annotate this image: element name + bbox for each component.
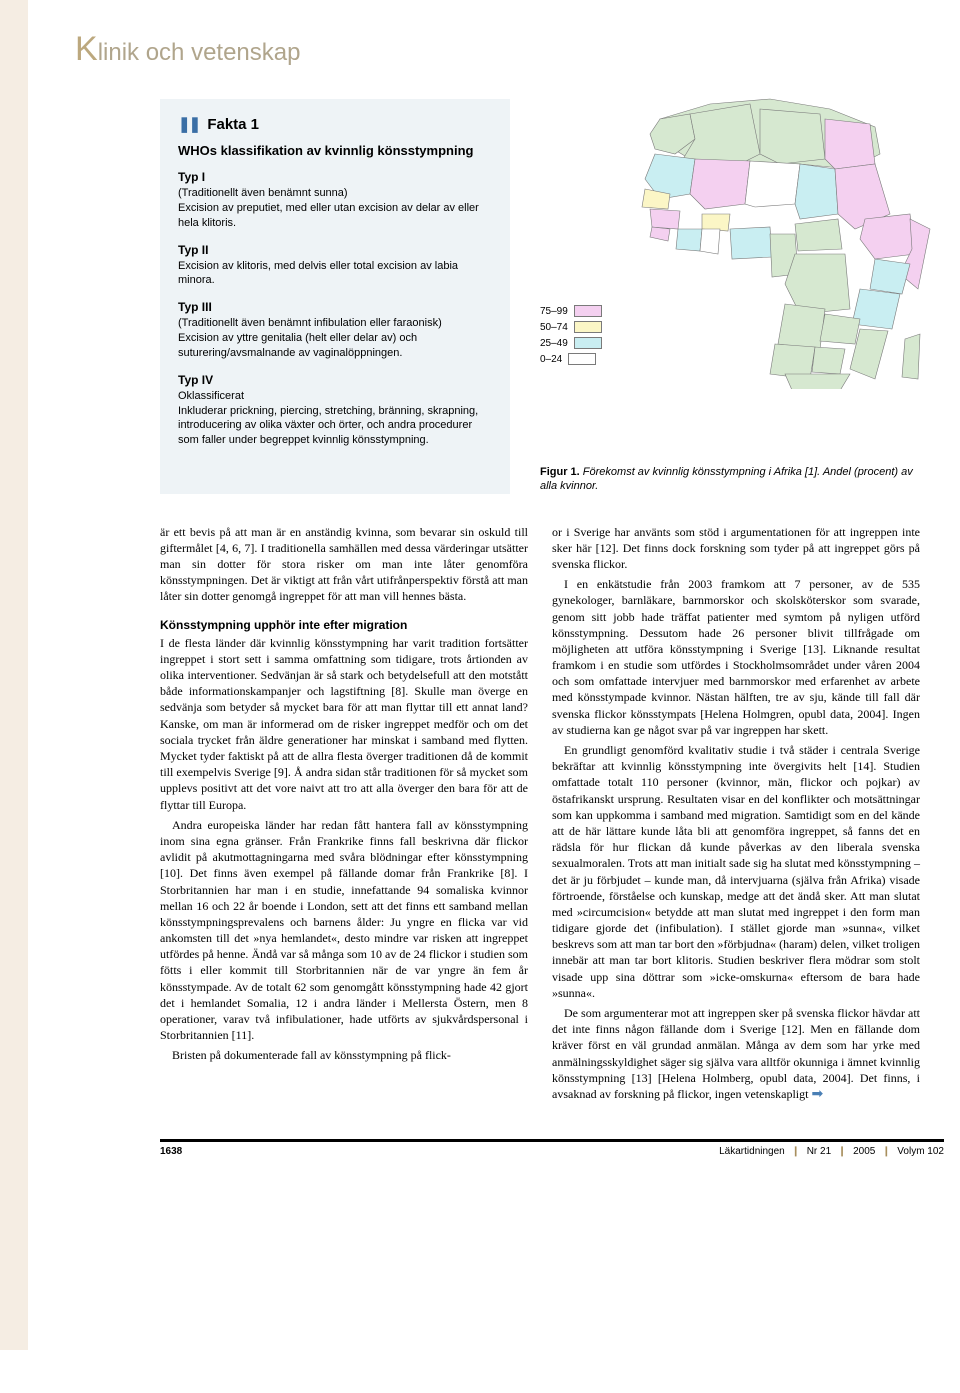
right-p4: De som argumenterar mot att ingreppen sk…: [552, 1005, 920, 1105]
legend-swatch-3: [568, 353, 596, 365]
left-p2: I de flesta länder där kvinnlig könsstym…: [160, 635, 528, 813]
africa-map: [620, 79, 940, 389]
left-column: är ett bevis på att man är en anständig …: [160, 524, 528, 1109]
legend-label-0: 75–99: [540, 306, 568, 317]
left-p1: är ett bevis på att man är en anständig …: [160, 524, 528, 605]
right-p2: I en enkätstudie från 2003 framkom att 7…: [552, 576, 920, 738]
figure-caption: Figur 1. Förekomst av kvinnlig könsstymp…: [540, 465, 920, 494]
typ2-label: Typ II: [178, 243, 492, 257]
typ4-label: Typ IV: [178, 373, 492, 387]
typ1-body: Excision av preputiet, med eller utan ex…: [178, 201, 492, 231]
right-p3: En grundligt genomförd kvalitativ studie…: [552, 742, 920, 1001]
legend-label-3: 0–24: [540, 354, 562, 365]
typ4-sub: Oklassificerat: [178, 389, 492, 404]
right-column: or i Sverige har använts som stöd i argu…: [552, 524, 920, 1109]
left-p3: Andra europeiska länder har redan fått h…: [160, 817, 528, 1044]
fakta-marker: ❚❚: [178, 116, 199, 133]
figure-caption-text: Förekomst av kvinnlig könsstympning i Af…: [540, 466, 913, 492]
header-initial: K: [75, 30, 98, 68]
continue-arrow-icon: ➡: [811, 1087, 823, 1102]
legend-swatch-1: [574, 321, 602, 333]
page-number: 1638: [160, 1146, 182, 1157]
legend-row: 25–49: [540, 337, 602, 349]
right-p1: or i Sverige har använts som stöd i argu…: [552, 524, 920, 573]
typ1-sub: (Traditionellt även benämnt sunna): [178, 186, 492, 201]
typ3-label: Typ III: [178, 300, 492, 314]
footer-journal: Läkartidningen: [719, 1146, 785, 1157]
section-header: Klinik och vetenskap: [75, 30, 920, 69]
map-legend: 75–99 50–74 25–49 0–24: [540, 305, 602, 369]
legend-label-1: 50–74: [540, 322, 568, 333]
legend-row: 50–74: [540, 321, 602, 333]
typ3-body: Excision av yttre genitalia (helt eller …: [178, 331, 492, 361]
footer-issue: Nr 21: [807, 1146, 831, 1157]
typ2-body: Excision av klitoris, med delvis eller t…: [178, 259, 492, 289]
header-rest: linik och vetenskap: [98, 39, 301, 66]
typ1-label: Typ I: [178, 170, 492, 184]
fakta-label: Fakta 1: [207, 116, 259, 133]
typ3-sub: (Traditionellt även benämnt infibulation…: [178, 316, 492, 331]
typ4-body: Inkluderar prickning, piercing, stretchi…: [178, 404, 492, 449]
figure-column: 75–99 50–74 25–49 0–24: [540, 99, 920, 494]
legend-label-2: 25–49: [540, 338, 568, 349]
left-p4: Bristen på dokumenterade fall av könssty…: [160, 1047, 528, 1063]
fakta-title: WHOs klassifikation av kvinnlig könsstym…: [178, 143, 492, 158]
legend-swatch-2: [574, 337, 602, 349]
page-footer: 1638 Läkartidningen ❙ Nr 21 ❙ 2005 ❙ Vol…: [160, 1139, 944, 1157]
legend-row: 75–99: [540, 305, 602, 317]
footer-year: 2005: [853, 1146, 875, 1157]
fakta-box: ❚❚ Fakta 1 WHOs klassifikation av kvinnl…: [160, 99, 510, 494]
left-heading: Könsstympning upphör inte efter migratio…: [160, 617, 528, 633]
footer-volume: Volym 102: [897, 1146, 944, 1157]
legend-row: 0–24: [540, 353, 602, 365]
legend-swatch-0: [574, 305, 602, 317]
figure-caption-bold: Figur 1.: [540, 466, 580, 478]
left-margin-stripe: [0, 0, 28, 1350]
